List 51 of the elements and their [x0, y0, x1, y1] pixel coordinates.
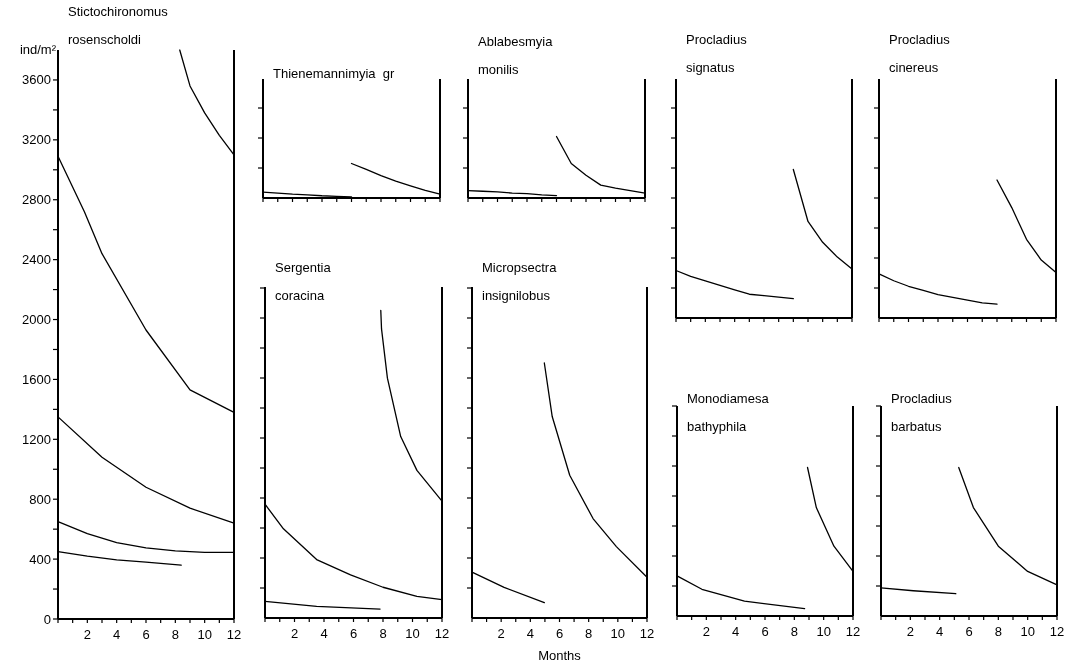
y-tick-label: 3600: [22, 72, 51, 88]
x-tick-label: 6: [142, 627, 150, 642]
chart-title: Procladius signatus: [686, 32, 748, 75]
x-tick-label: 8: [379, 626, 387, 641]
x-tick-label: 6: [555, 626, 564, 641]
x-tick-label: 2: [83, 627, 91, 642]
chart-title: Thienemannimyia gr: [273, 66, 396, 81]
x-tick-label: 8: [790, 624, 798, 639]
y-tick-label: 0: [43, 611, 51, 627]
y-tick-label: 1600: [22, 371, 51, 387]
x-tick-label: 6: [965, 624, 973, 639]
x-tick-label: 12: [226, 627, 242, 642]
y-tick-label: 800: [29, 491, 51, 507]
y-axis-title: ind/m²: [19, 42, 57, 57]
chart-title: Stictochironomus rosenscholdi: [68, 4, 169, 47]
x-tick-label: 12: [1049, 624, 1065, 639]
x-tick-label: 2: [497, 626, 505, 641]
x-tick-label: 6: [761, 624, 769, 639]
x-tick-label: 10: [197, 627, 212, 642]
chart-title: Micropsectra insignilobus: [482, 260, 558, 303]
x-tick-label: 4: [732, 624, 740, 639]
x-tick-label: 4: [113, 627, 121, 642]
x-tick-label: 10: [1020, 624, 1035, 639]
x-tick-label: 4: [320, 626, 328, 641]
x-tick-label: 2: [290, 626, 299, 641]
chart-title: Procladius cinereus: [889, 32, 951, 75]
y-tick-label: 2000: [22, 312, 51, 328]
chart-title: Sergentia coracina: [275, 260, 332, 303]
x-tick-label: 12: [434, 626, 450, 641]
y-tick-label: 400: [29, 551, 51, 567]
x-tick-label: 4: [936, 624, 944, 639]
x-tick-label: 10: [405, 626, 420, 641]
x-tick-label: 10: [610, 626, 626, 641]
chart-title: Ablabesmyia monilis: [478, 34, 554, 77]
y-tick-label: 3200: [22, 132, 51, 148]
x-tick-label: 4: [526, 626, 534, 641]
x-tick-label: 8: [585, 626, 593, 641]
x-tick-label: 2: [702, 624, 710, 639]
y-tick-label: 2400: [22, 252, 51, 268]
y-tick-label: 1200: [22, 431, 51, 447]
chart-title: Monodiamesa bathyphila: [687, 391, 770, 434]
x-tick-label: 8: [171, 627, 179, 642]
x-tick-label: 10: [816, 624, 831, 639]
y-tick-label: 2800: [22, 192, 51, 208]
x-tick-label: 8: [994, 624, 1002, 639]
x-axis-title: Months: [538, 648, 582, 663]
x-tick-label: 6: [349, 626, 358, 641]
x-tick-label: 2: [906, 624, 914, 639]
x-tick-label: 12: [639, 626, 655, 641]
x-tick-label: 12: [845, 624, 861, 639]
chart-title: Procladius barbatus: [891, 391, 953, 434]
